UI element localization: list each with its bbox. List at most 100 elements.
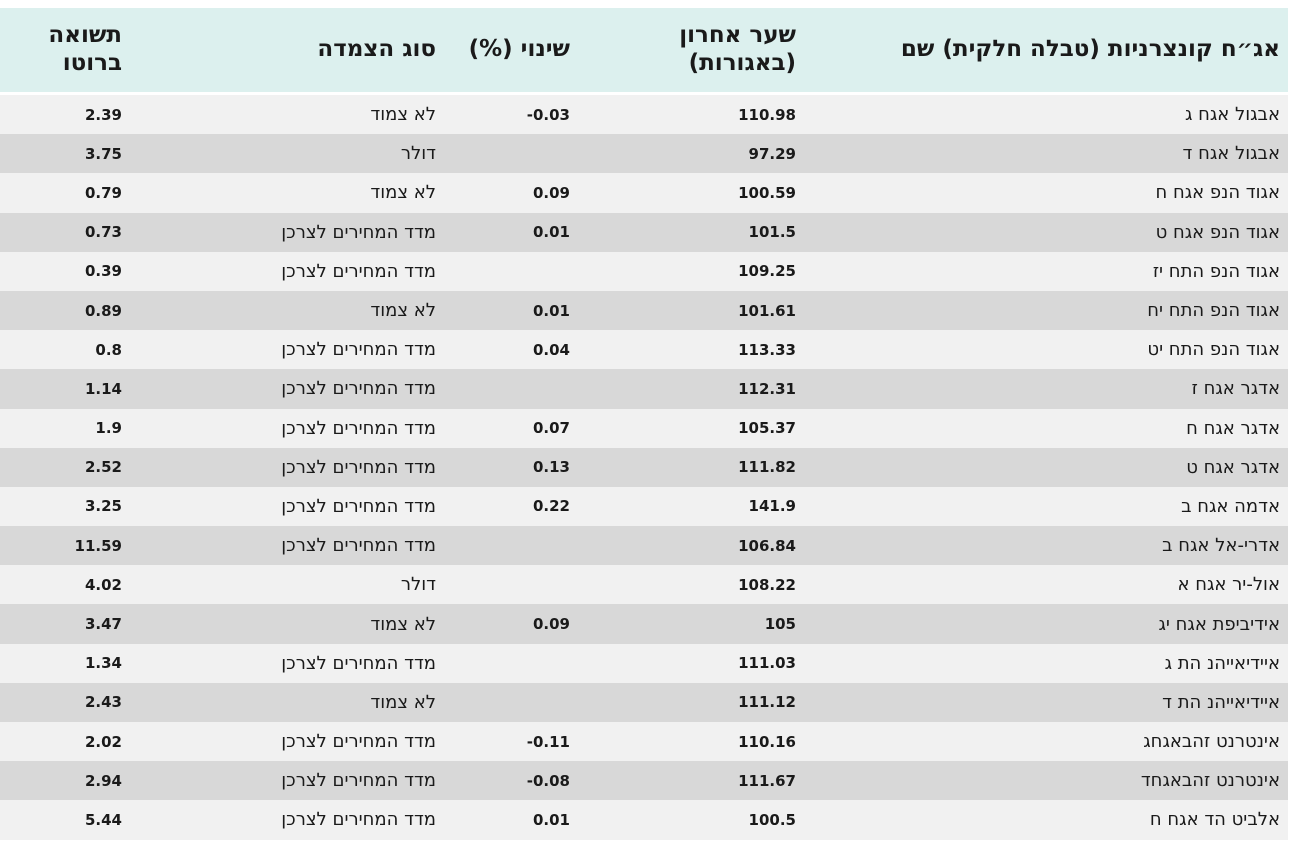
table-cell: אגוד הנפ אגח ח [810,173,1288,213]
table-row: אינטרנט זהבאגחד 111.67 -0.08 מדד המחירים לצ… [0,761,1288,801]
text-cell: אגוד הנפ התח יח [1147,300,1280,322]
column-header: אג״ח קונצרניות (טבלה חלקית) שם [810,8,1288,95]
text-cell: מדד המחירים לצרכן [281,495,436,517]
table-cell: 141.9 [574,486,810,527]
table-body: אבגול אגח ג 110.98 -0.03 לא צמוד 2.39 אבגול א… [0,93,1288,840]
bond-table: אג״ח קונצרניות (טבלה חלקית) שם שער אחרון … [0,8,1288,840]
table-cell: דולר [134,134,448,174]
column-header-text: תשואה ברוטו [48,22,122,76]
table-cell: אידיביפת אגח יג [810,604,1288,644]
text-cell: לא צמוד [370,182,436,204]
table-cell: 105.37 [574,408,810,448]
table-cell: מדד המחירים לצרכן [134,369,448,409]
table-cell: אינטרנט זהבאגחג [810,722,1288,762]
text-cell: לא צמוד [370,691,436,713]
text-cell: מדד המחירים לצרכן [281,770,436,792]
table-cell: 2.02 [0,722,134,762]
table-cell: 3.47 [0,604,134,644]
table-cell: אגוד הנפ התח יז [810,251,1288,291]
number-cell: 1.14 [84,379,122,398]
text-cell: אגוד הנפ התח יז [1152,260,1280,282]
table-row: אגוד הנפ אגח ח 100.59 0.09 לא צמוד 0.79 [0,173,1288,213]
table-cell: מדד המחירים לצרכן [134,486,448,527]
text-cell: מדד המחירים לצרכן [281,417,436,439]
number-cell: 3.75 [84,144,122,163]
table-cell: 109.25 [574,251,810,291]
table-row: אבגול אגח ד 97.29 דולר 3.75 [0,134,1288,174]
text-cell: לא צמוד [370,613,436,635]
number-cell: 1.9 [95,419,122,438]
table-cell: 100.59 [574,173,810,213]
table-cell: -0.11 [448,722,574,762]
number-cell: 0.04 [532,340,570,359]
table-cell: 100.5 [574,800,810,840]
table-cell: 111.67 [574,761,810,801]
number-cell: 0.01 [532,301,570,320]
table-cell: 0.09 [448,173,574,213]
number-cell: 2.43 [84,693,122,712]
text-cell: מדד המחירים לצרכן [281,339,436,361]
table-cell: 1.34 [0,643,134,683]
table-cell: אלביט הד אגח ח [810,800,1288,840]
column-header-text: שער אחרון (באגורות) [679,22,796,76]
table-cell: אדרי-אל אגח ב [810,526,1288,566]
table-cell: אדגר אגח ז [810,369,1288,409]
number-cell: 110.16 [738,732,796,751]
number-cell: 0.09 [532,183,570,202]
table-cell: 101.61 [574,290,810,331]
table-row: אול-יר אגח א 108.22 דולר 4.02 [0,565,1288,605]
table-cell: מדד המחירים לצרכן [134,722,448,762]
number-cell: 0.01 [532,223,570,242]
table-row: אגוד הנפ אגח ט 101.5 0.01 מדד המחירים לצרכן… [0,212,1288,252]
text-cell: מדד המחירים לצרכן [281,221,436,243]
table-cell: מדד המחירים לצרכן [134,447,448,487]
table-cell: 2.39 [0,93,134,135]
table-cell: מדד המחירים לצרכן [134,330,448,370]
text-cell: אגוד הנפ אגח ח [1155,182,1280,204]
number-cell: 110.98 [738,105,796,124]
number-cell: 1.34 [84,654,122,673]
number-cell: 3.47 [84,615,122,634]
table-row: איידיאייהנ הת ג 111.03 מדד המחירים לצרכן 1.… [0,643,1288,683]
number-cell: -0.11 [526,732,570,751]
number-cell: 0.07 [532,419,570,438]
table-cell: לא צמוד [134,682,448,722]
text-cell: אגוד הנפ אגח ט [1155,221,1280,243]
text-cell: מדד המחירים לצרכן [281,731,436,753]
number-cell: 5.44 [84,810,122,829]
number-cell: 111.12 [738,693,796,712]
number-cell: 0.79 [84,183,122,202]
table-cell: לא צמוד [134,173,448,213]
table-cell: דולר [134,565,448,605]
text-cell: דולר [400,143,436,165]
table-cell: אדמה אגח ב [810,486,1288,527]
table-row: אינטרנט זהבאגחג 110.16 -0.11 מדד המחירים לצ… [0,722,1288,762]
table-cell: אדגר אגח ח [810,408,1288,448]
number-cell: 100.59 [738,183,796,202]
number-cell: 2.52 [84,458,122,477]
table-cell: אגוד הנפ אגח ט [810,212,1288,252]
number-cell: 108.22 [738,575,796,594]
number-cell: 111.82 [738,458,796,477]
table-header: אג״ח קונצרניות (טבלה חלקית) שם שער אחרון … [0,8,1288,95]
number-cell: 106.84 [738,536,796,555]
table-cell: מדד המחירים לצרכן [134,212,448,252]
table-cell [448,251,574,291]
number-cell: -0.08 [526,771,570,790]
table-cell: 1.14 [0,369,134,409]
text-cell: אינטרנט זהבאגחד [1140,770,1280,792]
text-cell: אינטרנט זהבאגחג [1143,731,1280,753]
table-cell: 111.12 [574,682,810,722]
column-header-text: אג״ח קונצרניות (טבלה חלקית) שם [900,36,1280,63]
number-cell: 0.73 [84,223,122,242]
text-cell: אבגול אגח ג [1184,104,1280,126]
table-cell: אבגול אגח ג [810,93,1288,135]
table-cell: 0.13 [448,447,574,487]
table-row: אבגול אגח ג 110.98 -0.03 לא צמוד 2.39 [0,93,1288,135]
table-cell: איידיאייהנ הת ג [810,643,1288,683]
table-cell: 11.59 [0,526,134,566]
table-cell: 5.44 [0,800,134,840]
table-cell: מדד המחירים לצרכן [134,526,448,566]
table-cell: 112.31 [574,369,810,409]
